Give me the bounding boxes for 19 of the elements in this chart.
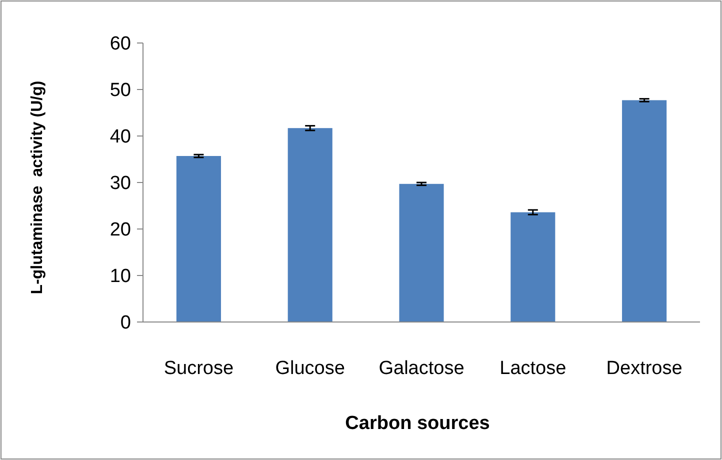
bar: [176, 156, 221, 322]
x-tick-label: Lactose: [500, 358, 566, 379]
y-tick-label: 50: [110, 80, 131, 102]
y-axis-title: L-glutaminase activity (U/g): [29, 80, 46, 294]
x-tick-label: Sucrose: [164, 358, 234, 379]
y-tick-label: 10: [110, 266, 131, 288]
x-axis-title: Carbon sources: [345, 413, 490, 434]
y-tick-label: 20: [110, 220, 131, 241]
bar: [622, 100, 667, 322]
x-tick-label: Dextrose: [606, 358, 682, 379]
bar: [288, 128, 332, 322]
bar: [510, 212, 556, 322]
x-tick-label: Galactose: [378, 358, 464, 379]
x-tick-label: Glucose: [275, 358, 345, 379]
y-tick-label: 40: [110, 126, 131, 148]
bar: [399, 184, 444, 322]
y-tick-label: 30: [110, 173, 131, 194]
y-tick-label: 60: [110, 34, 131, 55]
y-tick-label: 0: [120, 312, 131, 334]
